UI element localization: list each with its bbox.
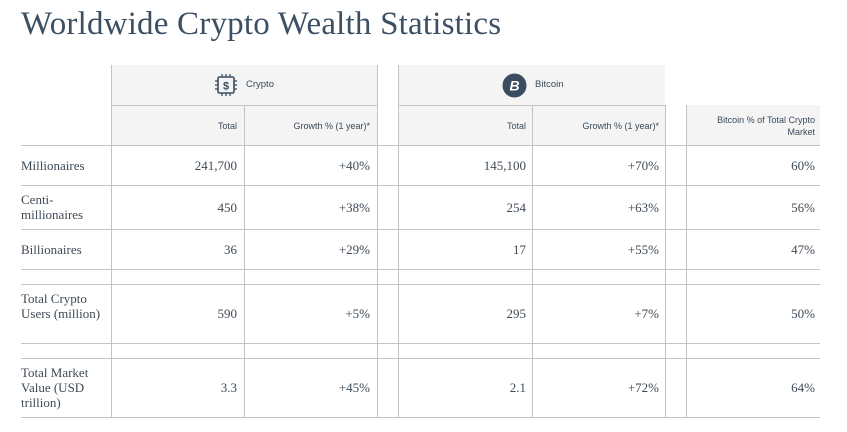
- bitcoin-growth-cell: +55%: [627, 242, 659, 257]
- col-header-bitcoin-growth: Growth % (1 year)*: [582, 121, 659, 131]
- bitcoin-total-cell: 295: [506, 306, 527, 321]
- bitcoin-group-label: Bitcoin: [535, 79, 564, 90]
- crypto-growth-cell: +40%: [338, 158, 370, 173]
- bitcoin-total-cell: 2.1: [509, 380, 526, 395]
- svg-text:$: $: [223, 81, 229, 93]
- btc-share-cell: 60%: [791, 158, 815, 173]
- row-label: Total Crypto Users (million): [21, 291, 101, 321]
- chip-dollar-icon: $: [215, 74, 237, 96]
- btc-share-header: [686, 105, 820, 145]
- crypto-growth-cell: +45%: [338, 380, 370, 395]
- bitcoin-growth-cell: +7%: [634, 306, 659, 321]
- col-header-btc-share-line2: Market: [787, 127, 815, 137]
- btc-share-cell: 50%: [791, 306, 815, 321]
- crypto-total-cell: 590: [217, 306, 238, 321]
- bitcoin-total-cell: 254: [506, 200, 527, 215]
- col-header-crypto-total: Total: [217, 121, 237, 131]
- bitcoin-total-cell: 17: [513, 242, 526, 257]
- col-header-btc-share: Bitcoin % of Total Crypto Market: [717, 114, 815, 138]
- crypto-growth-cell: +29%: [338, 242, 370, 257]
- row-label: Centi-millionaires: [21, 192, 84, 222]
- row-label: Total Market Value (USD trillion): [21, 365, 89, 410]
- row-label: Billionaires: [21, 242, 82, 257]
- btc-share-cell: 47%: [791, 242, 815, 257]
- svg-text:B: B: [509, 78, 519, 94]
- btc-share-cell: 64%: [791, 380, 815, 395]
- btc-share-cell: 56%: [791, 200, 815, 215]
- crypto-growth-cell: +38%: [338, 200, 370, 215]
- col-header-crypto-growth: Growth % (1 year)*: [293, 121, 370, 131]
- bitcoin-total-cell: 145,100: [483, 158, 526, 173]
- crypto-total-cell: 450: [217, 200, 238, 215]
- row-label: Millionaires: [21, 158, 85, 173]
- bitcoin-growth-cell: +63%: [627, 200, 659, 215]
- crypto-growth-cell: +5%: [345, 306, 370, 321]
- crypto-group-label: Crypto: [246, 79, 274, 90]
- bitcoin-growth-cell: +70%: [627, 158, 659, 173]
- page-title: Worldwide Crypto Wealth Statistics: [21, 6, 502, 42]
- crypto-total-cell: 3.3: [220, 380, 237, 395]
- col-header-bitcoin-total: Total: [506, 121, 526, 131]
- crypto-total-cell: 241,700: [194, 158, 237, 173]
- col-header-btc-share-line1: Bitcoin % of Total Crypto: [717, 115, 815, 125]
- bitcoin-icon: B: [502, 73, 527, 98]
- crypto-total-cell: 36: [224, 242, 237, 257]
- bitcoin-growth-cell: +72%: [627, 380, 659, 395]
